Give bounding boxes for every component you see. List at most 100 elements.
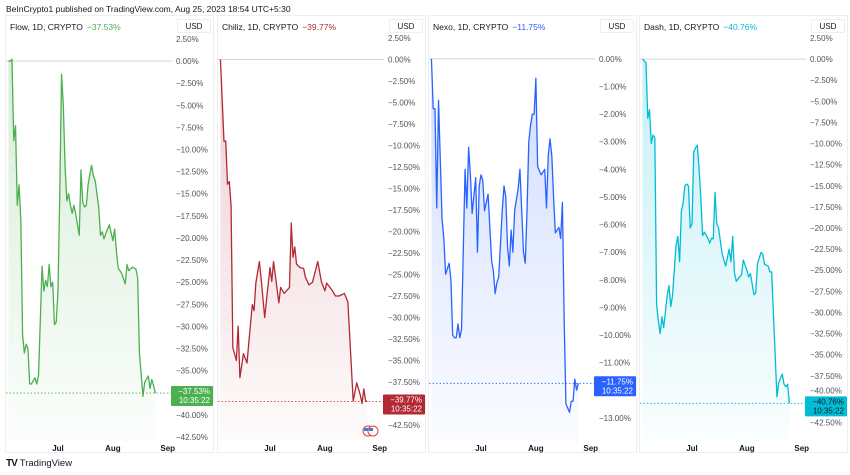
x-tick-label: Jul	[52, 444, 64, 453]
y-tick-label: −25.00%	[388, 270, 420, 279]
last-price-value: −11.75%	[602, 377, 633, 386]
last-price-countdown: 10:35:22	[813, 406, 845, 415]
y-tick-label: −7.00%	[599, 248, 626, 257]
symbol-title[interactable]: Dash, 1D, CRYPTO −40.76%	[644, 22, 757, 32]
y-tick-label: −10.00%	[599, 331, 631, 340]
y-tick-label: −1.00%	[599, 83, 626, 92]
y-tick-label: −20.00%	[810, 224, 842, 233]
last-price-label-bg	[171, 386, 213, 407]
y-tick-label: 0.00%	[810, 55, 833, 64]
chart-svg: 2.50% 0.00% −2.50% −5.00% −7.50% −10.00% −12.5…	[640, 34, 847, 453]
last-price-countdown: 10:35:22	[602, 386, 634, 395]
y-tick-label: −17.50%	[176, 212, 208, 221]
y-tick-label: −10.00%	[388, 141, 420, 150]
y-tick-label: −32.50%	[176, 345, 208, 354]
y-tick-label: −2.50%	[176, 79, 203, 88]
currency-button[interactable]: USD	[600, 19, 634, 33]
y-tick-label: −20.00%	[176, 234, 208, 243]
last-price-value: −40.76%	[812, 397, 844, 406]
y-tick-label: −32.50%	[810, 330, 842, 339]
y-tick-label: −7.50%	[176, 123, 203, 132]
area-fill	[642, 59, 790, 441]
symbol-title[interactable]: Chiliz, 1D, CRYPTO −39.77%	[222, 22, 336, 32]
symbol-name: Flow, 1D, CRYPTO	[10, 22, 83, 32]
y-tick-label: −20.00%	[388, 227, 420, 236]
y-tick-label: −15.00%	[388, 184, 420, 193]
symbol-title[interactable]: Nexo, 1D, CRYPTO −11.75%	[433, 22, 545, 32]
x-tick-label: Sep	[372, 444, 387, 453]
y-tick-label: −37.50%	[388, 378, 420, 387]
x-tick-label: Aug	[317, 444, 333, 453]
x-tick-label: Jul	[686, 444, 698, 453]
y-tick-label: −40.00%	[810, 386, 842, 395]
symbol-title[interactable]: Flow, 1D, CRYPTO −37.53%	[10, 22, 121, 32]
x-tick-label: Aug	[105, 444, 121, 453]
y-tick-label: −2.00%	[599, 110, 626, 119]
symbol-name: Nexo, 1D, CRYPTO	[433, 22, 509, 32]
last-price-label-bg	[594, 376, 636, 397]
y-tick-label: −8.00%	[599, 276, 626, 285]
y-tick-label: −4.00%	[599, 165, 626, 174]
y-tick-label: 0.00%	[388, 55, 411, 64]
y-tick-label: −3.00%	[599, 138, 626, 147]
y-tick-label: −35.00%	[810, 351, 842, 360]
chart-svg: 2.50% 0.00% −2.50% −5.00% −7.50% −10.00% −12.5…	[218, 34, 425, 453]
x-tick-label: Sep	[794, 444, 809, 453]
price-line	[8, 58, 156, 397]
x-tick-label: Sep	[160, 444, 175, 453]
y-tick-label: −6.00%	[599, 221, 626, 230]
price-line	[430, 58, 579, 413]
currency-button[interactable]: USD	[811, 19, 845, 33]
y-tick-label: −13.00%	[599, 414, 631, 423]
y-tick-label: −30.00%	[176, 322, 208, 331]
area-fill	[431, 58, 579, 442]
y-tick-label: −30.00%	[388, 313, 420, 322]
chart-panel-nexo: 0.00% −1.00% −2.00% −3.00% −4.00% −5.00% −6.00…	[428, 15, 637, 453]
y-tick-label: −15.00%	[810, 182, 842, 191]
tradingview-logo-icon: TV	[6, 458, 18, 469]
flag-canton-icon	[369, 428, 373, 431]
y-tick-label: −5.00%	[599, 193, 626, 202]
last-price-value: −39.77%	[390, 396, 422, 405]
y-tick-label: −5.00%	[388, 98, 415, 107]
y-tick-label: −12.50%	[388, 163, 420, 172]
currency-button[interactable]: USD	[177, 19, 211, 33]
symbol-name: Dash, 1D, CRYPTO	[644, 22, 720, 32]
y-tick-label: −17.50%	[810, 203, 842, 212]
y-tick-label: −42.50%	[388, 421, 420, 430]
last-price-value: −37.53%	[178, 387, 210, 396]
y-tick-label: −22.50%	[176, 256, 208, 265]
y-tick-label: −5.00%	[810, 97, 837, 106]
footer: TV TradingView	[6, 458, 72, 469]
currency-button[interactable]: USD	[389, 19, 423, 33]
area-fill	[8, 59, 156, 441]
y-tick-label: −27.50%	[810, 287, 842, 296]
y-tick-label: −40.00%	[176, 411, 208, 420]
change-percent: −11.75%	[512, 22, 546, 32]
y-tick-label: −42.50%	[810, 418, 842, 427]
last-price-label-bg	[383, 394, 425, 415]
y-tick-label: −15.00%	[176, 190, 208, 199]
change-percent: −40.76%	[723, 22, 758, 32]
y-tick-label: −35.00%	[176, 367, 208, 376]
y-tick-label: −30.00%	[810, 308, 842, 317]
y-tick-label: −2.50%	[388, 77, 415, 86]
y-tick-label: −37.50%	[810, 372, 842, 381]
change-percent: −39.77%	[302, 22, 337, 32]
change-percent: −37.53%	[86, 22, 121, 32]
y-tick-label: −22.50%	[810, 245, 842, 254]
chart-panel-flow: 2.50% 0.00% −2.50% −5.00% −7.50% −10.00% −12.5…	[5, 15, 214, 453]
y-tick-label: 0.00%	[176, 57, 199, 66]
y-tick-label: −10.00%	[176, 146, 208, 155]
y-tick-label: 2.50%	[810, 34, 833, 43]
x-tick-label: Jul	[264, 444, 276, 453]
y-tick-label: −7.50%	[810, 118, 837, 127]
chart-svg: 0.00% −1.00% −2.00% −3.00% −4.00% −5.00% −6.00…	[429, 55, 636, 453]
chart-svg: 2.50% 0.00% −2.50% −5.00% −7.50% −10.00% −12.5…	[6, 35, 213, 453]
price-line	[219, 59, 368, 405]
y-tick-label: −42.50%	[176, 433, 208, 442]
y-tick-label: −27.50%	[388, 292, 420, 301]
last-price-countdown: 10:35:22	[179, 396, 211, 405]
y-tick-label: −9.00%	[599, 303, 626, 312]
y-tick-label: −12.50%	[176, 168, 208, 177]
